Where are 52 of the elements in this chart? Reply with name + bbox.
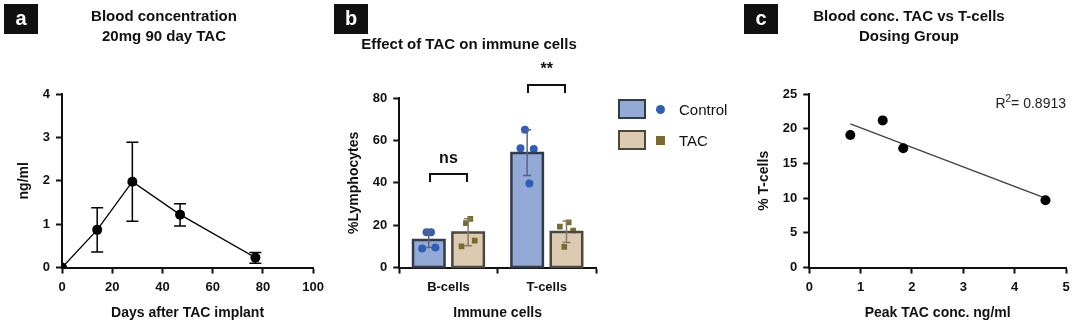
y-tick-label: 80 xyxy=(372,89,388,105)
text: Control xyxy=(679,100,728,118)
y-tick-label: 0 xyxy=(380,259,388,275)
y-axis-title: % T-cells xyxy=(755,150,772,211)
chart-subtitle: 20mg 90 day TAC xyxy=(102,27,227,45)
y-tick-label: 15 xyxy=(782,155,798,171)
point xyxy=(898,143,909,154)
point xyxy=(1040,195,1051,206)
y-axis-title: %Lymphocytes xyxy=(345,131,362,234)
point xyxy=(877,115,888,126)
chart-title: Blood conc. TAC vs T-cells xyxy=(813,7,1005,25)
y-tick-label: 5 xyxy=(790,224,798,240)
y-tick-label: 40 xyxy=(372,174,388,190)
x-tick-label: 4 xyxy=(1011,278,1020,294)
text: TAC xyxy=(679,131,708,149)
y-tick-label: 4 xyxy=(42,85,51,101)
y-tick-label: 25 xyxy=(782,85,798,101)
x-tick-label: 5 xyxy=(1062,278,1070,294)
x-tick-label: T-cells xyxy=(526,278,568,294)
x-axis-title: Peak TAC conc. ng/ml xyxy=(864,304,1011,321)
x-tick-label: 0 xyxy=(58,278,66,294)
x-tick-label: 20 xyxy=(105,278,120,294)
x-tick-label: 100 xyxy=(302,278,325,294)
x-tick-label: 1 xyxy=(856,278,865,294)
x-axis-title: Immune cells xyxy=(453,304,543,321)
y-tick-label: 20 xyxy=(782,120,798,136)
y-tick-label: 0 xyxy=(790,259,798,275)
x-tick-label: 40 xyxy=(155,278,170,294)
chart-title: Blood concentration xyxy=(91,7,237,25)
annotation: ns xyxy=(439,148,458,167)
y-tick-label: 60 xyxy=(372,131,388,147)
y-tick-label: 20 xyxy=(372,216,388,232)
x-tick-label: 2 xyxy=(908,278,916,294)
y-tick-label: 1 xyxy=(42,215,51,231)
x-tick-label: B-cells xyxy=(427,278,470,294)
y-tick-label: 10 xyxy=(782,189,798,205)
text: b xyxy=(334,4,368,34)
text: ** xyxy=(540,60,554,78)
x-tick-label: 60 xyxy=(205,278,220,294)
chart-subtitle: Dosing Group xyxy=(859,27,959,45)
text: a xyxy=(4,4,38,34)
x-tick-label: 80 xyxy=(255,278,271,294)
point xyxy=(845,129,856,140)
y-tick-label: 2 xyxy=(42,172,51,188)
x-tick-label: 0 xyxy=(805,278,813,294)
chart-title: Effect of TAC on immune cells xyxy=(361,35,577,53)
text: c xyxy=(744,4,778,34)
x-tick-label: 3 xyxy=(959,278,967,294)
y-tick-label: 0 xyxy=(42,259,51,275)
y-axis-title: ng/ml xyxy=(15,162,32,200)
x-axis-title: Days after TAC implant xyxy=(111,304,265,321)
y-tick-label: 3 xyxy=(42,128,51,144)
